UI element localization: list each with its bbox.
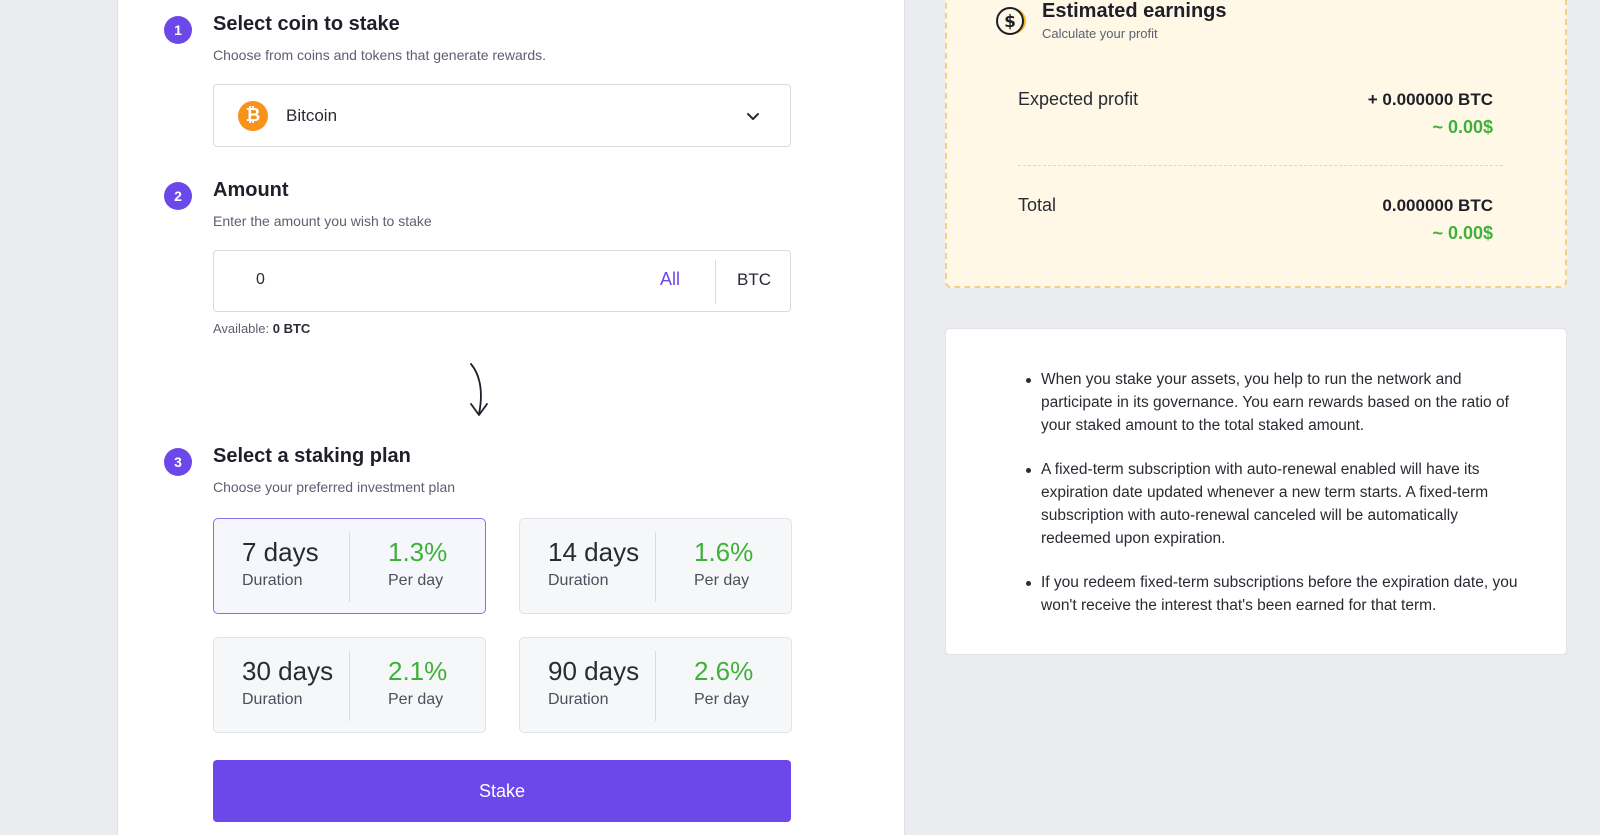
coin-select[interactable]: ₿ Bitcoin (213, 84, 791, 147)
step-title: Select a staking plan (213, 445, 411, 467)
divider (1018, 165, 1503, 166)
step-title: Select coin to stake (213, 13, 400, 35)
available-label: Available: (213, 321, 270, 336)
step-title: Amount (213, 179, 289, 201)
step-number: 3 (164, 448, 192, 476)
bitcoin-icon: ₿ (238, 100, 268, 131)
plan-duration: 14 days (548, 537, 640, 567)
plan-duration: 90 days (548, 656, 640, 686)
plan-rate: 2.1% (388, 656, 448, 686)
plan-rate-label: Per day (694, 572, 750, 589)
plan-card-90-days[interactable]: 90 days Duration 2.6% Per day (519, 637, 792, 733)
plan-rate: 1.3% (388, 537, 448, 567)
list-item: A fixed-term subscription with auto-rene… (1026, 458, 1531, 550)
plan-rate-label: Per day (388, 691, 444, 708)
total-btc: 0.000000 BTC (1382, 196, 1493, 215)
dollar-coin-icon: $ (996, 7, 1026, 35)
chevron-down-icon (747, 113, 759, 120)
plan-rate-label: Per day (694, 691, 750, 708)
expected-profit-usd: ~ 0.00$ (1432, 117, 1493, 137)
stake-button[interactable]: Stake (213, 760, 791, 822)
total-usd: ~ 0.00$ (1432, 223, 1493, 243)
plan-duration-label: Duration (548, 572, 609, 589)
divider (349, 651, 350, 721)
earnings-subtitle: Calculate your profit (1042, 26, 1158, 41)
expected-profit-label: Expected profit (1018, 89, 1139, 109)
step-number: 2 (164, 182, 192, 210)
available-balance: Available: 0 BTC (213, 321, 310, 336)
plan-duration-label: Duration (548, 691, 609, 708)
plan-card-30-days[interactable]: 30 days Duration 2.1% Per day (213, 637, 486, 733)
plan-duration-label: Duration (242, 572, 303, 589)
amount-field[interactable]: 0 All BTC (213, 250, 791, 312)
list-item: When you stake your assets, you help to … (1026, 368, 1531, 437)
expected-profit-btc: + 0.000000 BTC (1367, 90, 1493, 109)
divider (655, 532, 656, 602)
earnings-title: Estimated earnings (1042, 0, 1227, 22)
step-subtitle: Enter the amount you wish to stake (213, 213, 432, 229)
divider (655, 651, 656, 721)
arrow-down-icon (470, 363, 488, 416)
divider (715, 260, 716, 304)
estimated-earnings-card: $ Estimated earnings Calculate your prof… (945, 0, 1567, 288)
divider (349, 532, 350, 602)
plan-duration: 30 days (242, 656, 334, 686)
staking-info-card: When you stake your assets, you help to … (945, 328, 1567, 655)
plan-card-14-days[interactable]: 14 days Duration 1.6% Per day (519, 518, 792, 614)
staking-form-panel: 1 Select coin to stake Choose from coins… (117, 0, 905, 835)
plan-card-7-days[interactable]: 7 days Duration 1.3% Per day (213, 518, 486, 614)
plan-rate: 1.6% (694, 537, 754, 567)
step-subtitle: Choose your preferred investment plan (213, 479, 456, 495)
plan-duration-label: Duration (242, 691, 303, 708)
step-number: 1 (164, 16, 192, 44)
plan-rate-label: Per day (388, 572, 444, 589)
plan-duration: 7 days (242, 537, 319, 567)
info-list: When you stake your assets, you help to … (1026, 368, 1531, 638)
available-value: 0 BTC (272, 321, 311, 336)
svg-text:$: $ (1004, 12, 1016, 32)
coin-name: Bitcoin (286, 105, 338, 125)
total-label: Total (1018, 195, 1057, 215)
plan-rate: 2.6% (694, 656, 754, 686)
all-button[interactable]: All (660, 269, 681, 289)
step-subtitle: Choose from coins and tokens that genera… (213, 47, 547, 63)
amount-unit: BTC (737, 270, 771, 289)
amount-input[interactable]: 0 (256, 271, 265, 288)
list-item: If you redeem fixed-term subscriptions b… (1026, 571, 1531, 617)
